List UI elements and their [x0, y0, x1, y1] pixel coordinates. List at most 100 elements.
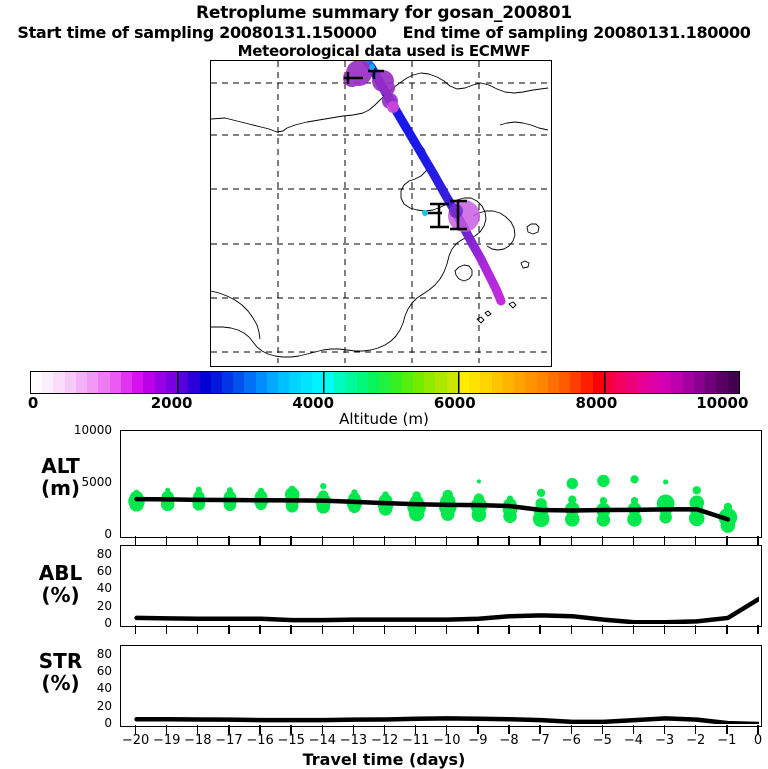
alt-cluster-marker — [596, 513, 611, 527]
colorbar-segment — [75, 372, 88, 393]
y-tick-label: 5000 — [81, 475, 112, 489]
x-tick-mark — [570, 625, 572, 634]
x-tick-label: −10 — [433, 733, 461, 748]
colorbar-title: Altitude (m) — [339, 410, 429, 428]
x-tick-label: −4 — [623, 733, 644, 748]
x-tick-mark — [726, 725, 728, 734]
colorbar-segment — [716, 372, 728, 393]
x-tick-mark — [165, 725, 168, 734]
x-tick-mark — [197, 625, 199, 634]
x-tick-mark — [352, 536, 355, 545]
str-series-line — [134, 716, 759, 724]
x-tick-mark — [290, 625, 292, 634]
x-tick-mark — [539, 625, 541, 634]
x-tick-label: −6 — [561, 733, 581, 748]
str-panel-label: STR (%) — [8, 650, 113, 694]
colorbar-segment — [334, 372, 346, 393]
colorbar-segment — [435, 372, 447, 393]
x-tick-mark — [197, 536, 199, 545]
colorbar-segment — [525, 372, 537, 393]
alt-cluster-marker — [378, 502, 393, 516]
colorbar-ticks: 0 2000 4000 6000 8000 10000 — [0, 394, 768, 414]
colorbar-segment — [581, 372, 593, 393]
colorbar-segment — [177, 372, 189, 393]
alt-mean-line — [134, 496, 731, 522]
colorbar-segment — [401, 372, 413, 393]
alt-cluster-marker — [688, 510, 705, 527]
str-plot-area[interactable] — [120, 645, 762, 727]
colorbar-segment — [446, 372, 458, 393]
alt-cluster-marker — [630, 475, 639, 484]
x-tick-mark — [539, 536, 541, 545]
x-tick-mark — [601, 625, 604, 634]
x-tick-mark — [383, 536, 386, 545]
alt-cluster-marker — [320, 483, 327, 490]
x-tick-mark — [414, 625, 417, 634]
colorbar-segment — [165, 372, 178, 393]
x-tick-mark — [321, 725, 323, 734]
str-plot-svg — [134, 716, 759, 724]
colorbar-segment — [143, 372, 155, 393]
colorbar-segment — [42, 372, 54, 393]
alt-cluster-marker — [285, 500, 299, 513]
alt-plot-svg — [128, 474, 738, 533]
colorbar-segment — [536, 372, 548, 393]
retroplume-map[interactable] — [210, 60, 552, 367]
colorbar-segment — [289, 372, 301, 393]
x-tick-mark — [197, 725, 199, 734]
x-tick-label: −16 — [246, 733, 274, 748]
x-tick-mark — [695, 536, 697, 545]
x-tick-mark — [726, 625, 728, 634]
header-block: Retroplume summary for gosan_200801 Star… — [0, 3, 768, 60]
colorbar-tick-label: 8000 — [575, 394, 618, 412]
colorbar-segment — [693, 372, 706, 393]
colorbar-segment — [154, 372, 166, 393]
colorbar-segment — [31, 372, 43, 393]
colorbar-segment — [648, 372, 661, 393]
colorbar-segment — [570, 372, 582, 393]
colorbar-segment — [221, 372, 234, 393]
colorbar-segment — [705, 372, 717, 393]
x-tick-mark — [570, 536, 572, 545]
x-tick-label: −3 — [655, 733, 675, 748]
map-gridlines — [211, 61, 548, 363]
y-tick-label: 60 — [96, 664, 112, 678]
x-tick-mark — [508, 725, 510, 734]
colorbar-segment — [188, 372, 200, 393]
y-tick-label: 40 — [96, 581, 112, 596]
alt-panel-label: ALT (m) — [8, 455, 113, 499]
y-tick-label: 0 — [104, 716, 112, 730]
alt-plot-area[interactable] — [120, 430, 762, 538]
alt-cluster-marker — [597, 474, 610, 488]
x-tick-mark — [508, 536, 510, 545]
colorbar-segment — [682, 372, 694, 393]
abl-plot-area[interactable] — [120, 545, 762, 627]
altitude-colorbar[interactable] — [30, 371, 740, 394]
x-tick-mark — [663, 625, 666, 634]
abl-label-line1: ABL — [38, 561, 83, 585]
colorbar-segment — [660, 372, 672, 393]
colorbar-segment — [53, 372, 65, 393]
y-tick-label: 10000 — [73, 423, 112, 437]
colorbar-segment — [514, 372, 526, 393]
x-tick-label: −12 — [370, 733, 399, 748]
colorbar-segment — [626, 372, 638, 393]
x-tick-mark — [757, 625, 759, 634]
sampling-times: Start time of sampling 20080131.150000 En… — [0, 23, 768, 42]
x-tick-mark — [570, 725, 572, 734]
map-background — [211, 61, 548, 363]
alt-cluster-marker — [532, 510, 550, 528]
x-tick-label: −15 — [277, 733, 305, 748]
colorbar-segment — [424, 372, 436, 393]
y-tick-label: 80 — [96, 546, 112, 561]
x-tick-mark — [601, 725, 604, 734]
y-tick-label: 0 — [104, 616, 112, 630]
colorbar-tick-label: 6000 — [433, 394, 476, 412]
x-tick-mark — [383, 725, 386, 734]
x-tick-mark — [477, 536, 479, 545]
str-y-axis-ticks: 0 20 40 60 80 — [66, 645, 114, 730]
alt-label-line1: ALT — [41, 454, 80, 478]
x-tick-mark — [508, 625, 510, 634]
alt-cluster-marker — [568, 495, 577, 504]
str-label-line2: (%) — [41, 671, 80, 695]
